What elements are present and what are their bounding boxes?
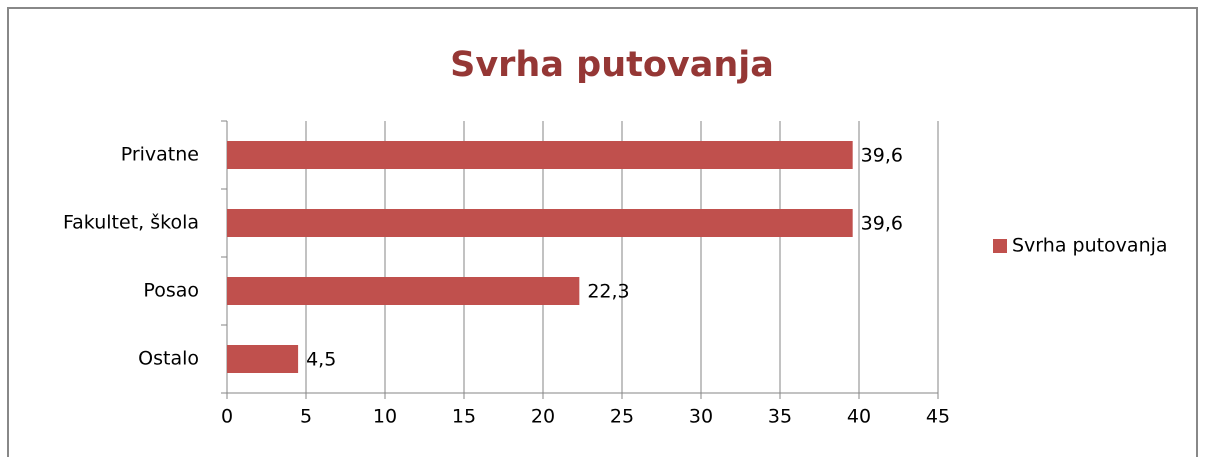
- x-tick-label: 15: [452, 406, 476, 428]
- bar: [227, 209, 853, 237]
- data-label: 39,6: [861, 213, 903, 235]
- x-tick-label: 25: [610, 406, 634, 428]
- data-label: 22,3: [587, 281, 629, 303]
- y-tick-label: Ostalo: [138, 348, 199, 370]
- bar: [227, 345, 299, 373]
- x-tick-label: 5: [300, 406, 312, 428]
- bar: [227, 277, 580, 305]
- x-tick-label: 30: [689, 406, 713, 428]
- x-tick-label: 0: [221, 406, 233, 428]
- x-tick-label: 10: [373, 406, 397, 428]
- bar: [227, 141, 853, 169]
- chart-title: Svrha putovanja: [450, 45, 774, 85]
- x-tick-label: 20: [531, 406, 555, 428]
- legend-swatch: [993, 239, 1007, 253]
- data-label: 4,5: [306, 349, 336, 371]
- y-tick-label: Privatne: [121, 144, 199, 166]
- x-tick-label: 45: [926, 406, 950, 428]
- legend-label: Svrha putovanja: [1012, 235, 1168, 257]
- x-tick-label: 35: [768, 406, 792, 428]
- y-tick-label: Posao: [143, 280, 199, 302]
- x-tick-label: 40: [847, 406, 871, 428]
- y-tick-label: Fakultet, škola: [63, 212, 199, 234]
- data-label: 39,6: [861, 145, 903, 167]
